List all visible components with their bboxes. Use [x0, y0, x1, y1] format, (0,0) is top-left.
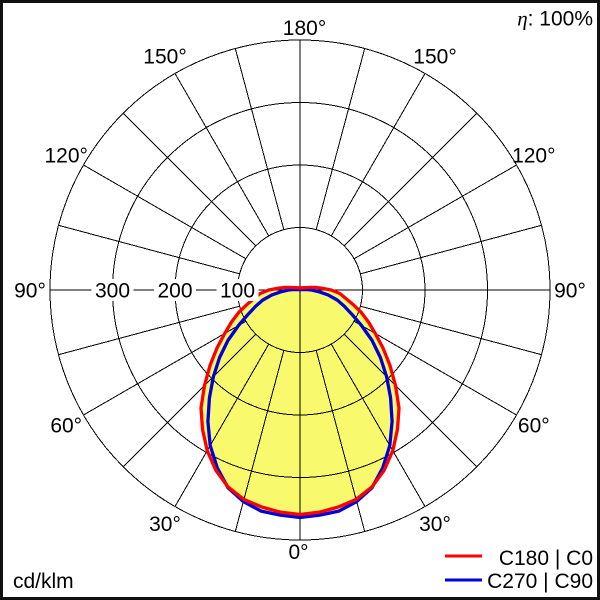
svg-text:150°: 150°: [413, 46, 456, 69]
svg-text:200: 200: [157, 279, 192, 302]
svg-text:100: 100: [220, 279, 255, 302]
svg-text:0°: 0°: [288, 541, 308, 564]
svg-text:cd/klm: cd/klm: [13, 570, 74, 593]
svg-text:90°: 90°: [14, 279, 46, 302]
svg-text:η: 100%: η: 100%: [517, 7, 593, 31]
svg-text:30°: 30°: [419, 513, 451, 536]
svg-text:30°: 30°: [149, 513, 181, 536]
svg-text:180°: 180°: [283, 17, 326, 40]
svg-text:C270 | C90: C270 | C90: [487, 570, 593, 593]
svg-text:60°: 60°: [50, 414, 82, 437]
svg-text:120°: 120°: [44, 144, 87, 167]
svg-text:120°: 120°: [512, 144, 555, 167]
svg-text:300: 300: [95, 279, 130, 302]
svg-text:60°: 60°: [518, 414, 550, 437]
svg-text:150°: 150°: [143, 46, 186, 69]
svg-text:C180 | C0: C180 | C0: [499, 547, 593, 570]
svg-text:90°: 90°: [554, 279, 586, 302]
